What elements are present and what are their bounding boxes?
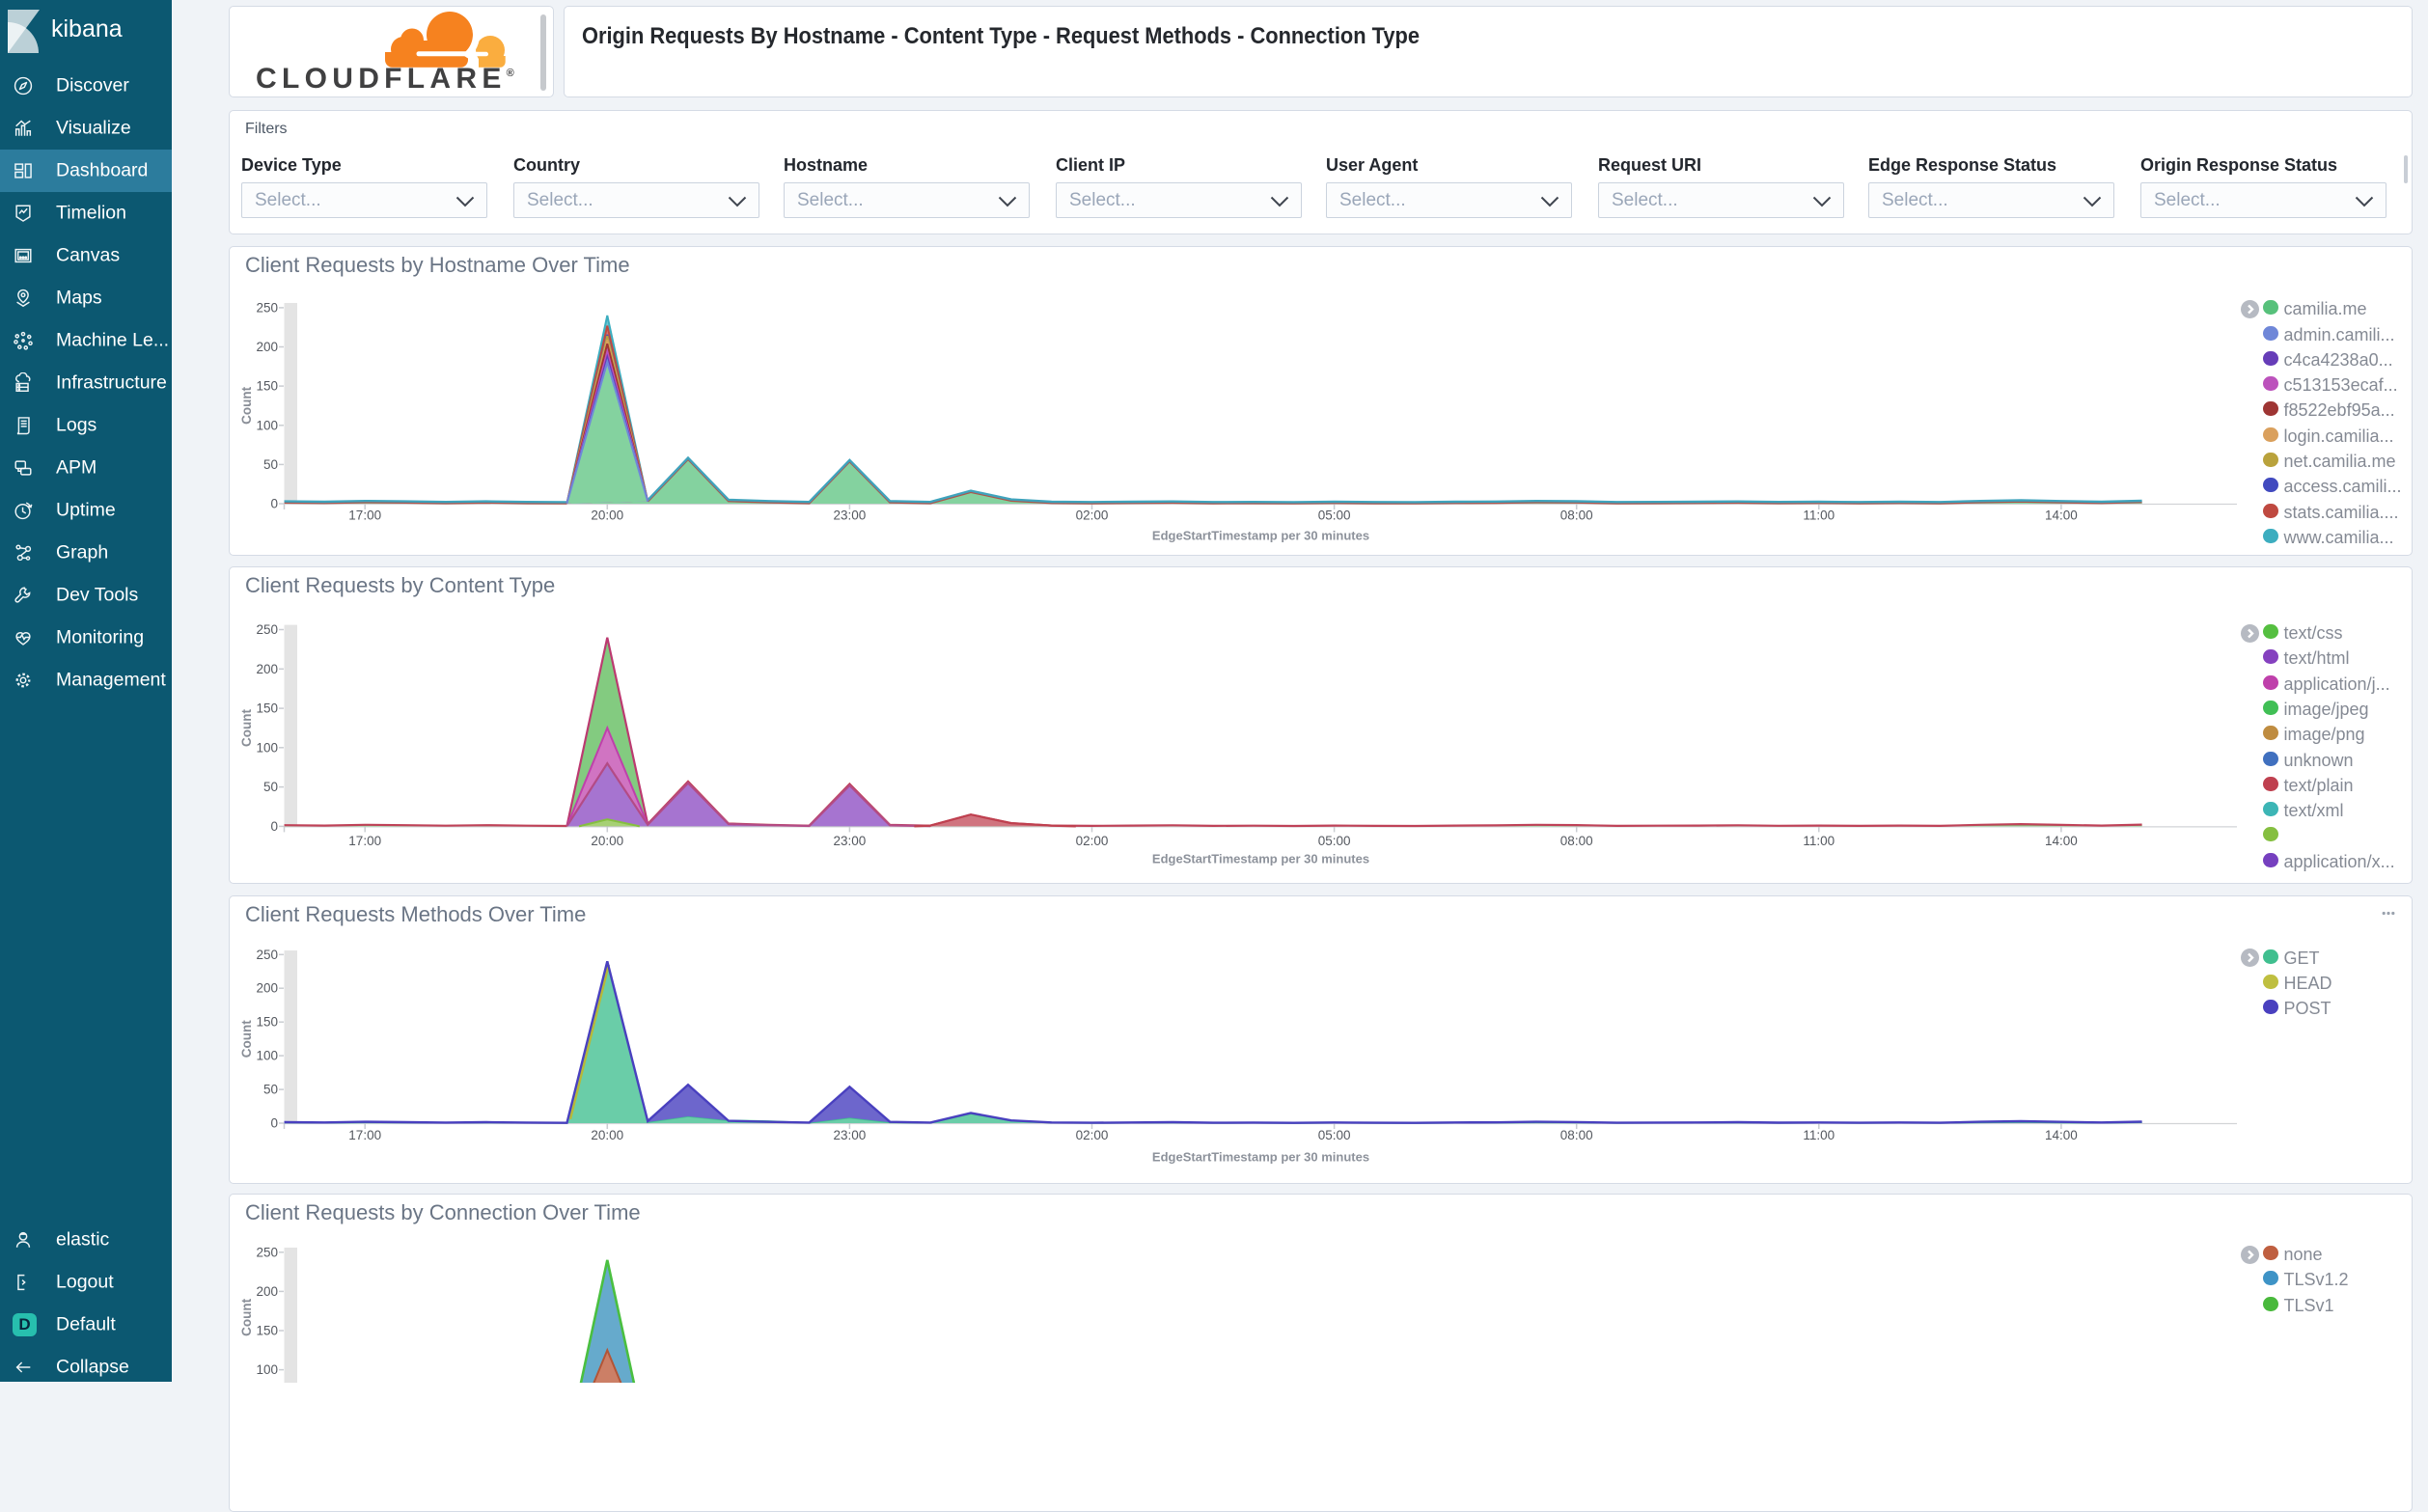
svg-text:14:00: 14:00: [2045, 509, 2078, 523]
svg-text:250: 250: [256, 948, 278, 962]
svg-text:02:00: 02:00: [1076, 1128, 1109, 1142]
svg-text:11:00: 11:00: [1803, 509, 1835, 523]
svg-text:Count: Count: [239, 709, 254, 747]
svg-text:Count: Count: [239, 386, 254, 424]
svg-text:17:00: 17:00: [348, 509, 381, 523]
svg-text:20:00: 20:00: [591, 509, 623, 523]
svg-text:11:00: 11:00: [1803, 834, 1835, 848]
svg-text:150: 150: [256, 701, 278, 716]
svg-text:05:00: 05:00: [1318, 834, 1351, 848]
svg-text:250: 250: [256, 1245, 278, 1259]
svg-text:08:00: 08:00: [1560, 1128, 1593, 1142]
svg-text:100: 100: [256, 740, 278, 755]
svg-text:150: 150: [256, 1324, 278, 1338]
svg-text:20:00: 20:00: [591, 1128, 623, 1142]
svg-text:EdgeStartTimestamp per 30 minu: EdgeStartTimestamp per 30 minutes: [1152, 1149, 1369, 1164]
svg-text:Count: Count: [239, 1020, 254, 1058]
svg-text:17:00: 17:00: [348, 1128, 381, 1142]
svg-text:150: 150: [256, 1015, 278, 1030]
svg-text:Count: Count: [239, 1298, 254, 1335]
svg-text:50: 50: [263, 780, 278, 794]
svg-text:23:00: 23:00: [834, 834, 867, 848]
svg-text:200: 200: [256, 662, 278, 676]
svg-text:0: 0: [270, 1116, 278, 1131]
svg-text:EdgeStartTimestamp per 30 minu: EdgeStartTimestamp per 30 minutes: [1152, 852, 1369, 866]
svg-text:100: 100: [256, 1362, 278, 1377]
svg-text:08:00: 08:00: [1560, 509, 1593, 523]
svg-text:05:00: 05:00: [1318, 1128, 1351, 1142]
svg-text:200: 200: [256, 1284, 278, 1299]
svg-text:23:00: 23:00: [834, 509, 867, 523]
svg-text:05:00: 05:00: [1318, 509, 1351, 523]
svg-text:02:00: 02:00: [1076, 509, 1109, 523]
svg-text:200: 200: [256, 340, 278, 354]
svg-text:0: 0: [270, 497, 278, 511]
svg-text:11:00: 11:00: [1803, 1128, 1835, 1142]
svg-text:250: 250: [256, 300, 278, 315]
svg-text:EdgeStartTimestamp per 30 minu: EdgeStartTimestamp per 30 minutes: [1152, 529, 1369, 543]
svg-text:0: 0: [270, 819, 278, 834]
svg-text:150: 150: [256, 379, 278, 394]
svg-text:23:00: 23:00: [834, 1128, 867, 1142]
svg-text:50: 50: [263, 1083, 278, 1097]
svg-text:20:00: 20:00: [591, 834, 623, 848]
svg-text:17:00: 17:00: [348, 834, 381, 848]
svg-text:100: 100: [256, 1049, 278, 1063]
svg-text:200: 200: [256, 981, 278, 996]
svg-text:250: 250: [256, 622, 278, 637]
svg-text:14:00: 14:00: [2045, 834, 2078, 848]
svg-text:100: 100: [256, 418, 278, 432]
svg-text:02:00: 02:00: [1076, 834, 1109, 848]
svg-text:14:00: 14:00: [2045, 1128, 2078, 1142]
svg-text:50: 50: [263, 457, 278, 472]
svg-text:08:00: 08:00: [1560, 834, 1593, 848]
